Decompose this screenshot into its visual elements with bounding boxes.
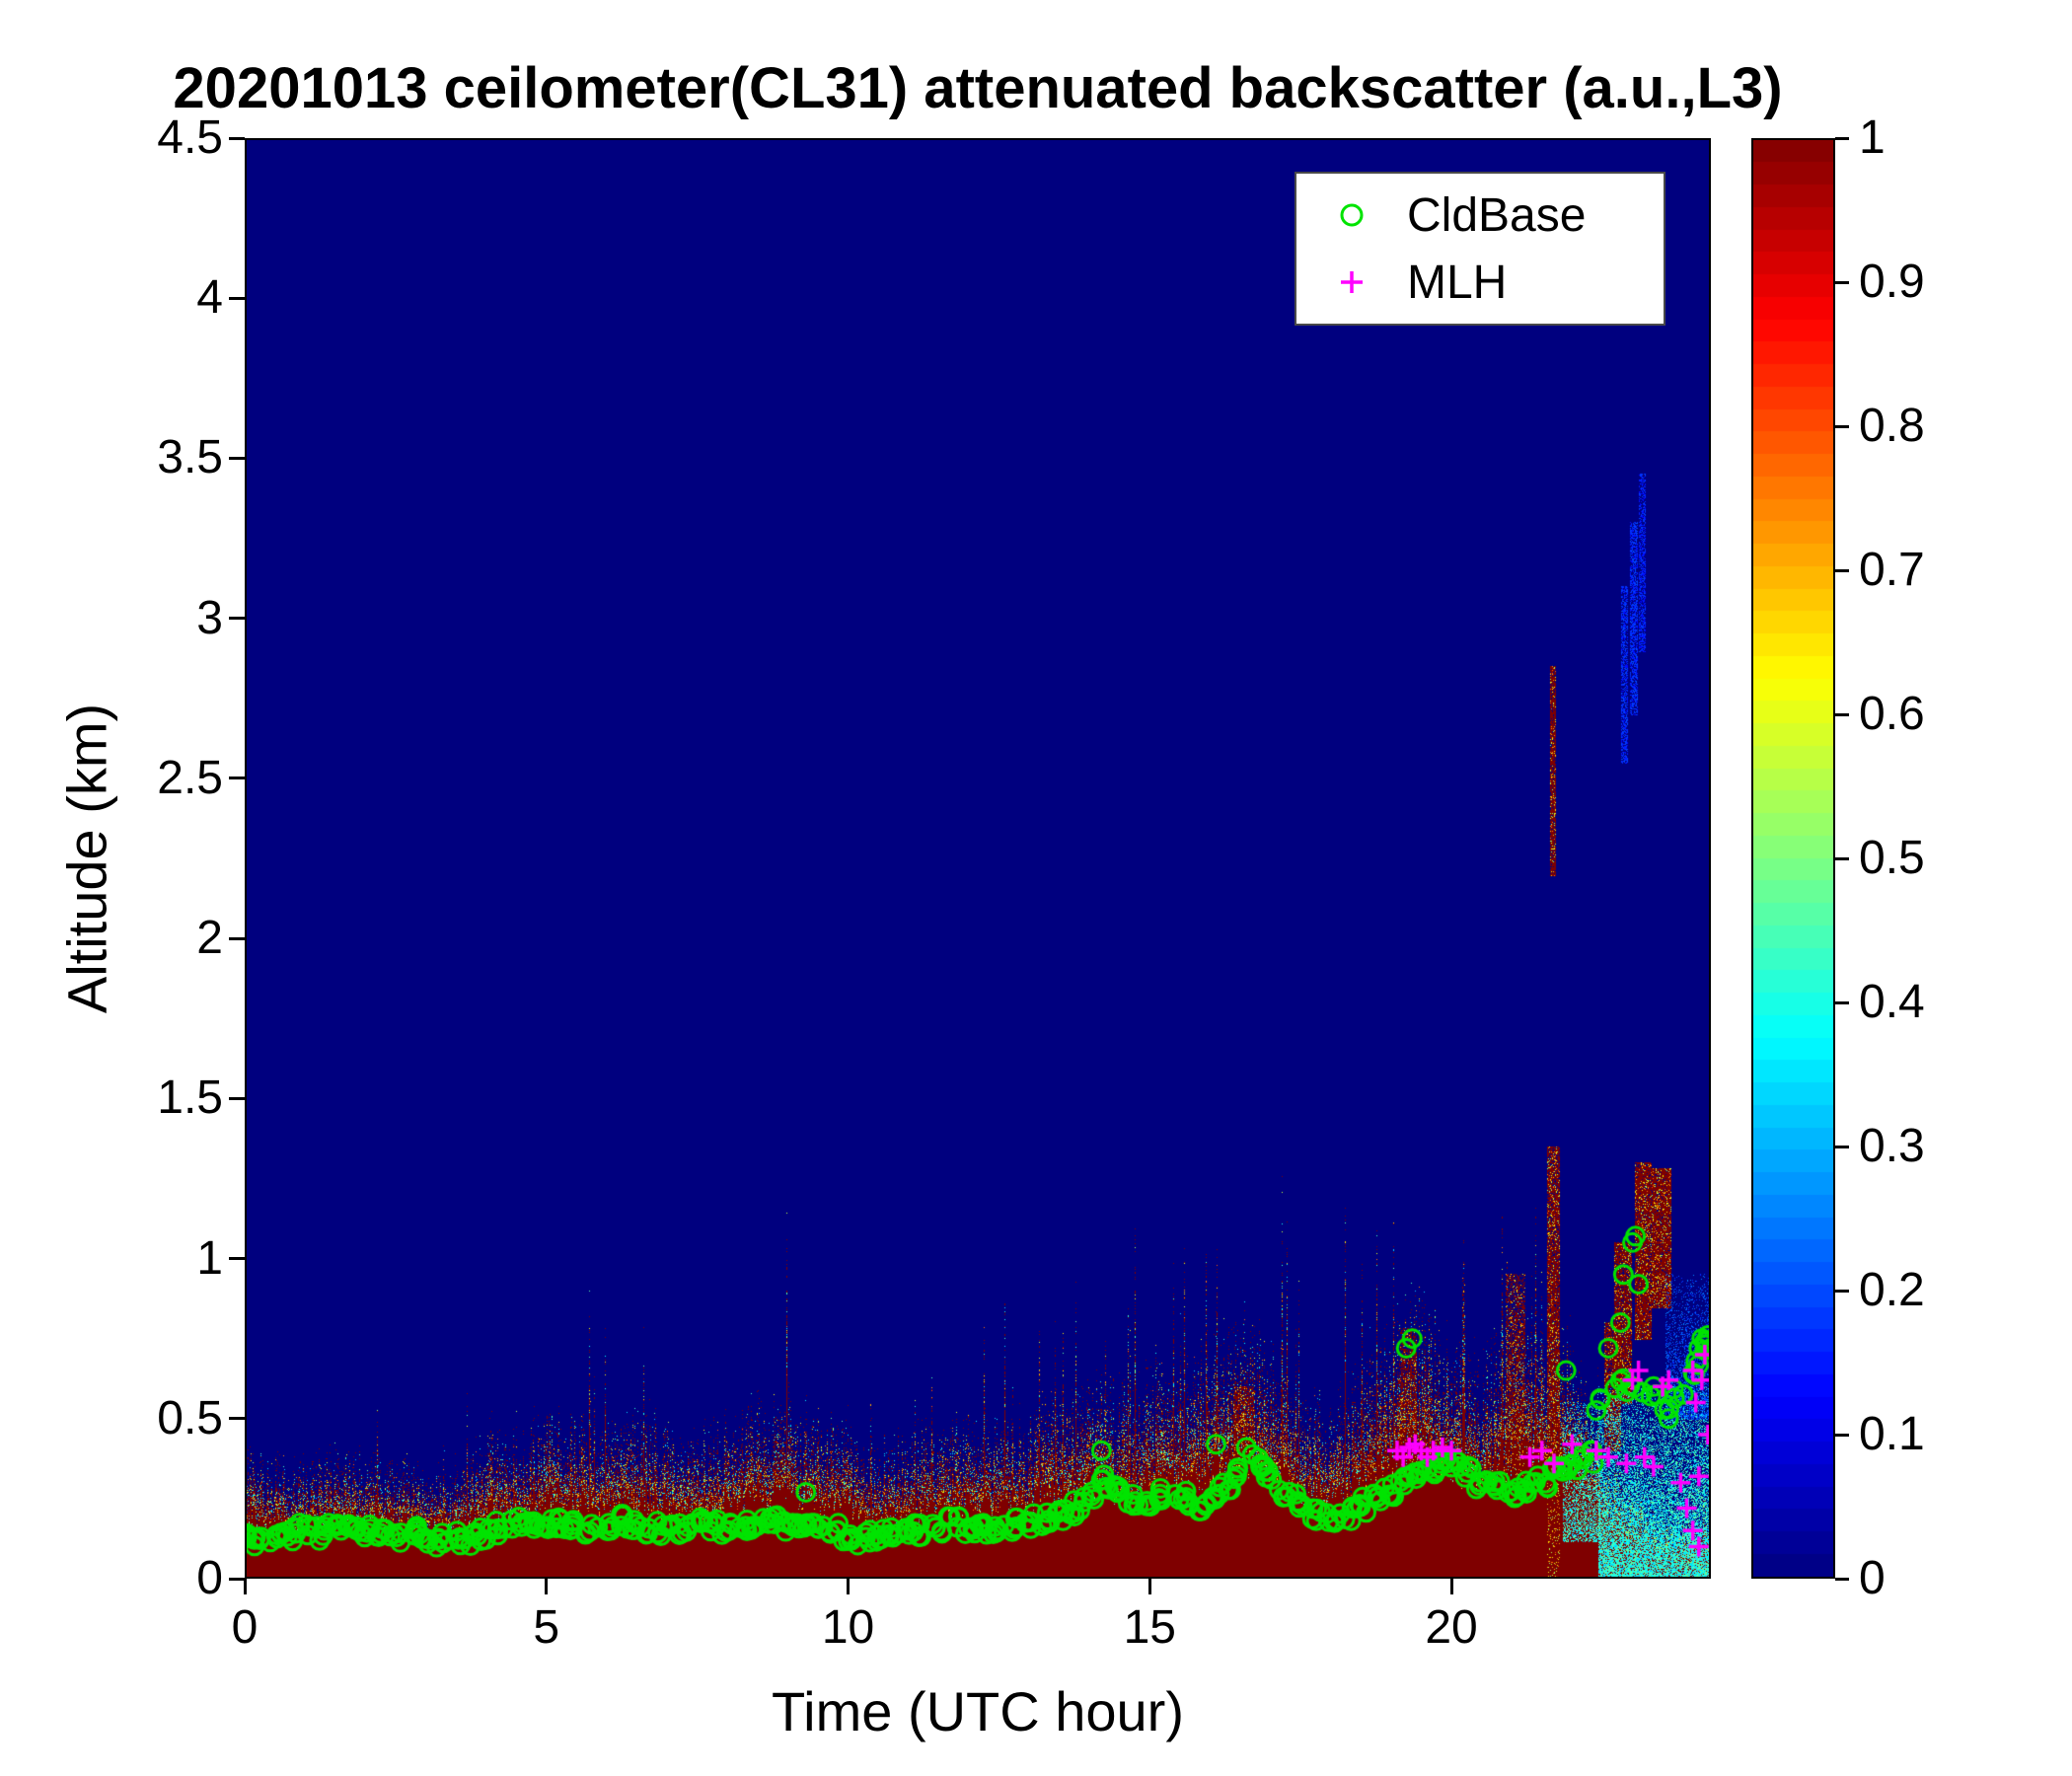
y-tick-mark bbox=[229, 136, 245, 140]
colorbar-tick-mark bbox=[1835, 1289, 1849, 1293]
x-tick-label: 20 bbox=[1425, 1601, 1478, 1654]
y-tick-label: 1.5 bbox=[157, 1072, 223, 1125]
x-tick-label: 0 bbox=[231, 1601, 259, 1654]
chart-title: 20201013 ceilometer(CL31) attenuated bac… bbox=[173, 56, 1783, 120]
colorbar-tick-label: 0.4 bbox=[1859, 976, 1925, 1028]
plot-area: CldBase MLH bbox=[245, 138, 1711, 1579]
colorbar-tick-label: 0.6 bbox=[1859, 688, 1925, 740]
y-tick-label: 4 bbox=[196, 271, 223, 325]
mlh-marker-shape bbox=[1341, 271, 1363, 293]
y-tick-label: 0 bbox=[196, 1552, 223, 1604]
y-tick-label: 3.5 bbox=[157, 431, 223, 484]
y-tick-label: 2 bbox=[196, 912, 223, 965]
cldbase-marker-shape bbox=[1340, 203, 1364, 227]
legend-label-mlh: MLH bbox=[1407, 256, 1508, 309]
colorbar-tick-mark bbox=[1835, 856, 1849, 860]
colorbar-tick-label: 1 bbox=[1859, 111, 1886, 164]
colorbar-tick-label: 0.1 bbox=[1859, 1408, 1925, 1460]
colorbar-tick-mark bbox=[1835, 712, 1849, 716]
x-tick-mark bbox=[243, 1579, 247, 1594]
y-tick-mark bbox=[229, 617, 245, 621]
colorbar-tick-label: 0.3 bbox=[1859, 1120, 1925, 1172]
colorbar-tick-mark bbox=[1835, 1577, 1849, 1581]
colorbar-tick-label: 0.9 bbox=[1859, 256, 1925, 308]
y-tick-mark bbox=[229, 936, 245, 940]
x-tick-label: 10 bbox=[821, 1601, 875, 1654]
colorbar-tick-mark bbox=[1835, 1000, 1849, 1004]
colorbar-tick-mark bbox=[1835, 136, 1849, 140]
legend-label-cldbase: CldBase bbox=[1407, 188, 1587, 242]
cldbase-circle-marker-icon bbox=[1296, 200, 1407, 230]
colorbar bbox=[1751, 138, 1835, 1579]
y-tick-mark bbox=[229, 1257, 245, 1261]
y-tick-mark bbox=[229, 1096, 245, 1100]
legend-item-mlh: MLH bbox=[1296, 249, 1664, 316]
colorbar-tick-label: 0.7 bbox=[1859, 544, 1925, 596]
y-tick-label: 2.5 bbox=[157, 751, 223, 804]
y-tick-mark bbox=[229, 1577, 245, 1581]
colorbar-tick-label: 0.5 bbox=[1859, 832, 1925, 884]
colorbar-tick-mark bbox=[1835, 280, 1849, 284]
x-tick-mark bbox=[1147, 1579, 1151, 1594]
x-tick-mark bbox=[545, 1579, 549, 1594]
y-tick-mark bbox=[229, 777, 245, 780]
colorbar-tick-mark bbox=[1835, 1145, 1849, 1148]
colorbar-tick-label: 0.8 bbox=[1859, 400, 1925, 452]
x-tick-mark bbox=[1449, 1579, 1453, 1594]
x-tick-label: 5 bbox=[533, 1601, 560, 1654]
y-tick-label: 3 bbox=[196, 591, 223, 644]
y-tick-label: 0.5 bbox=[157, 1391, 223, 1444]
x-tick-mark bbox=[847, 1579, 851, 1594]
y-tick-mark bbox=[229, 296, 245, 300]
colorbar-tick-mark bbox=[1835, 568, 1849, 572]
colorbar-tick-label: 0.2 bbox=[1859, 1264, 1925, 1316]
legend-item-cldbase: CldBase bbox=[1296, 182, 1664, 249]
y-tick-label: 4.5 bbox=[157, 111, 223, 164]
y-tick-label: 1 bbox=[196, 1231, 223, 1285]
colorbar-tick-label: 0 bbox=[1859, 1552, 1886, 1604]
y-tick-mark bbox=[229, 456, 245, 460]
x-tick-label: 15 bbox=[1123, 1601, 1176, 1654]
heatmap-canvas bbox=[245, 138, 1711, 1579]
x-axis-label: Time (UTC hour) bbox=[772, 1680, 1184, 1742]
colorbar-canvas bbox=[1753, 140, 1833, 1577]
legend: CldBase MLH bbox=[1295, 172, 1665, 326]
colorbar-tick-mark bbox=[1835, 424, 1849, 428]
y-tick-mark bbox=[229, 1417, 245, 1421]
mlh-plus-marker-icon bbox=[1296, 267, 1407, 297]
colorbar-tick-mark bbox=[1835, 1433, 1849, 1437]
